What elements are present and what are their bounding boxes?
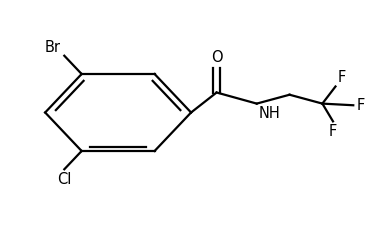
Text: F: F <box>329 124 337 139</box>
Text: F: F <box>337 70 346 85</box>
Text: Br: Br <box>45 40 61 55</box>
Text: Cl: Cl <box>57 172 71 187</box>
Text: O: O <box>211 50 222 65</box>
Text: NH: NH <box>259 106 280 122</box>
Text: F: F <box>356 98 364 113</box>
